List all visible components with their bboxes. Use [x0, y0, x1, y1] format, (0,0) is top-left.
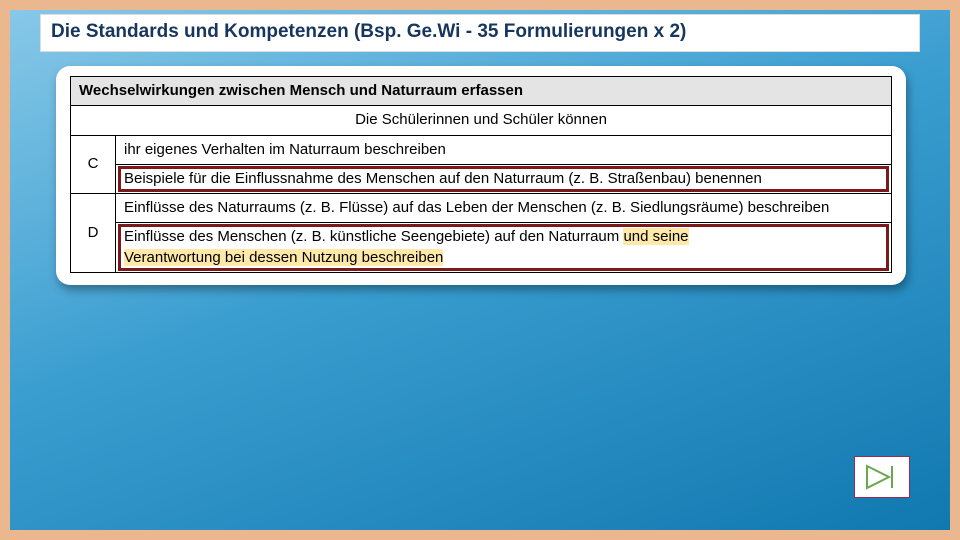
- table-subheader-row: Die Schülerinnen und Schüler können: [71, 106, 892, 135]
- level-c-row2-cell: Beispiele für die Einflussnahme des Mens…: [116, 164, 892, 193]
- slide-title-box: Die Standards und Kompetenzen (Bsp. Ge.W…: [40, 14, 920, 52]
- level-d-row2-cell: Einflüsse des Menschen (z. B. künstliche…: [116, 223, 892, 273]
- level-d-row1: Einflüsse des Naturraums (z. B. Flüsse) …: [116, 194, 892, 223]
- slide-title: Die Standards und Kompetenzen (Bsp. Ge.W…: [51, 21, 686, 42]
- table-row: C ihr eigenes Verhalten im Naturraum bes…: [71, 135, 892, 164]
- level-c-label: C: [71, 135, 116, 194]
- level-d-label: D: [71, 194, 116, 273]
- level-d-row2-hl1: und seine: [623, 228, 688, 245]
- table-row: D Einflüsse des Naturraums (z. B. Flüsse…: [71, 194, 892, 223]
- level-d-row2-pre: Einflüsse des Menschen (z. B. künstliche…: [124, 228, 623, 245]
- level-d-row2-hl2: Verantwortung bei dessen Nutzung beschre…: [124, 249, 443, 266]
- play-forward-icon: [865, 464, 899, 490]
- slide: Die Standards und Kompetenzen (Bsp. Ge.W…: [0, 0, 960, 540]
- table-header: Wechselwirkungen zwischen Mensch und Nat…: [71, 77, 892, 106]
- level-c-row1: ihr eigenes Verhalten im Naturraum besch…: [116, 135, 892, 164]
- table-header-row: Wechselwirkungen zwischen Mensch und Nat…: [71, 77, 892, 106]
- level-c-row2: Beispiele für die Einflussnahme des Mens…: [124, 170, 762, 187]
- standards-table-container: Wechselwirkungen zwischen Mensch und Nat…: [56, 66, 906, 285]
- next-slide-button[interactable]: [854, 456, 910, 498]
- standards-table: Wechselwirkungen zwischen Mensch und Nat…: [70, 76, 892, 273]
- table-row: Beispiele für die Einflussnahme des Mens…: [71, 164, 892, 193]
- table-row: Einflüsse des Menschen (z. B. künstliche…: [71, 223, 892, 273]
- table-subheader: Die Schülerinnen und Schüler können: [71, 106, 892, 135]
